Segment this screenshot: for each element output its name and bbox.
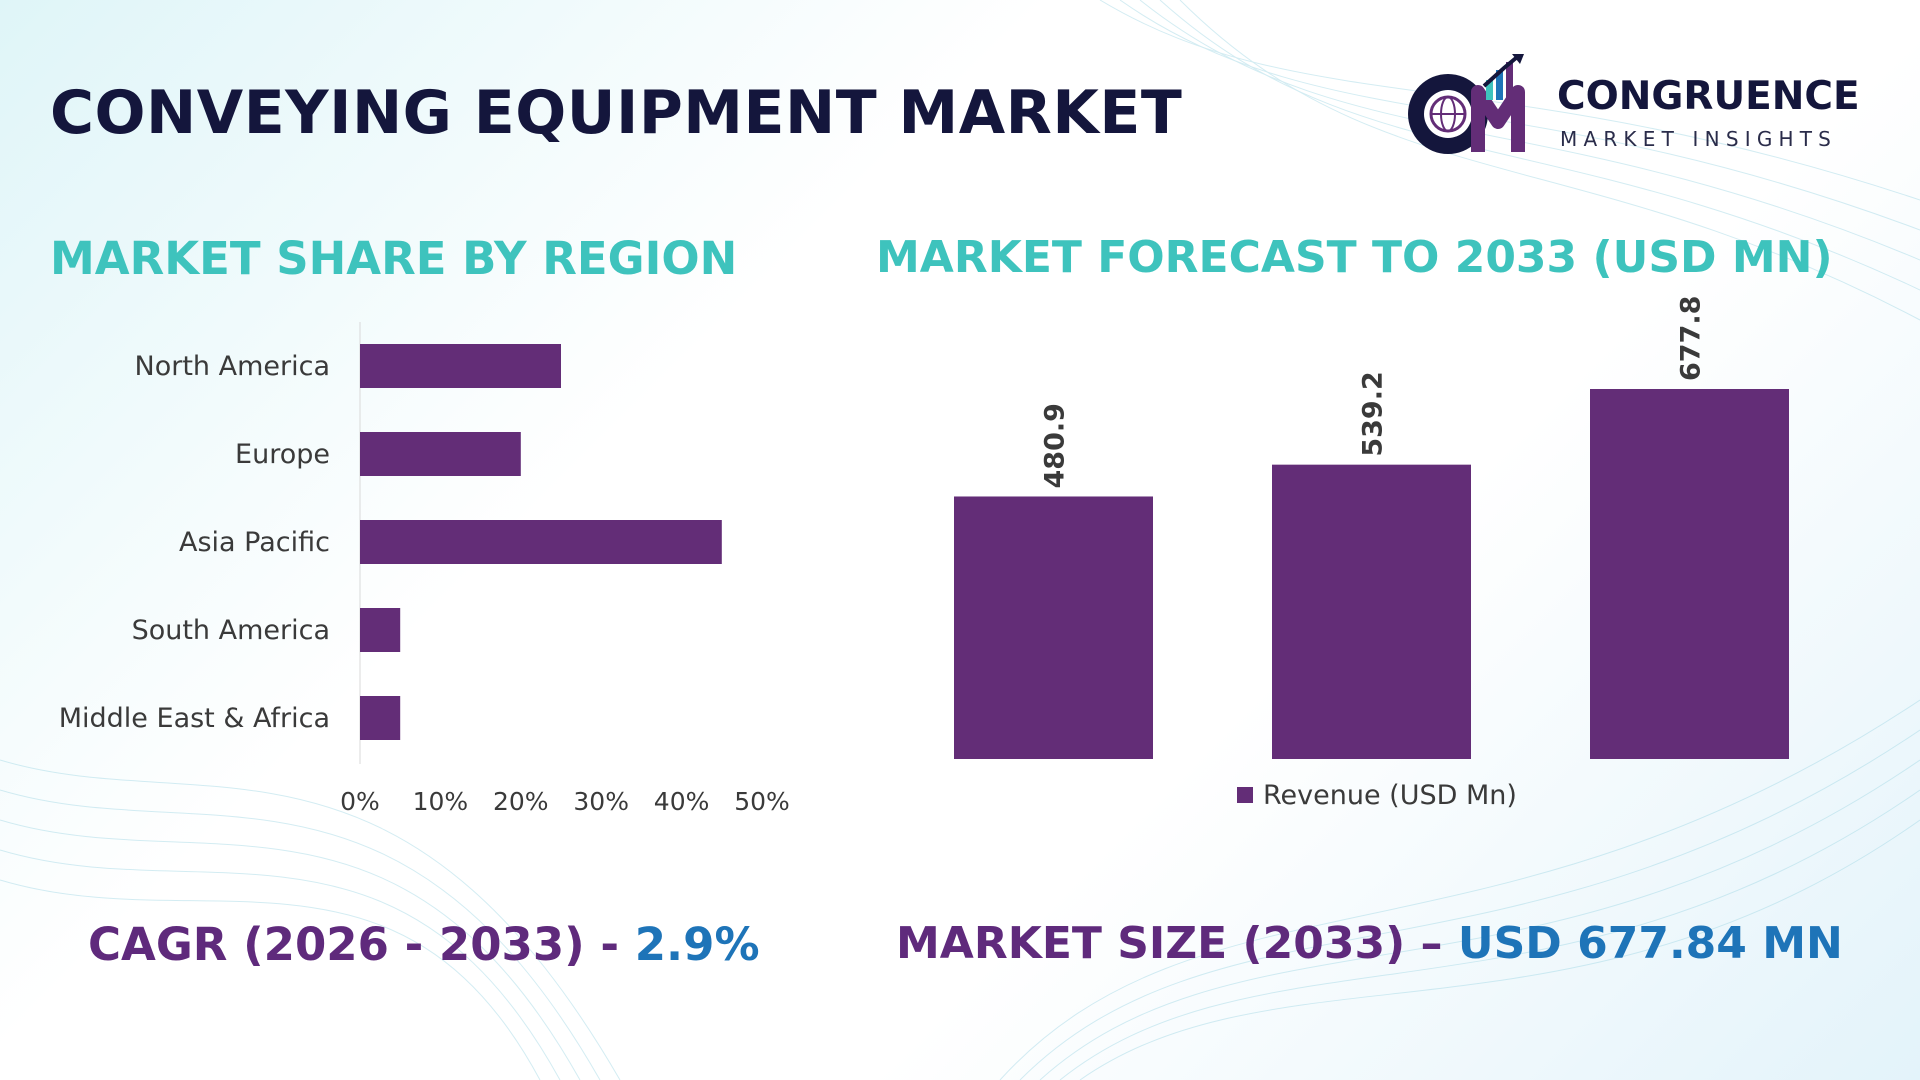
market-size-stat: MARKET SIZE (2033) – USD 677.84 MN bbox=[896, 918, 1843, 969]
region-label: Middle East & Africa bbox=[59, 703, 330, 734]
region-chart-title: MARKET SHARE BY REGION bbox=[50, 232, 738, 285]
x-tick-label: 30% bbox=[573, 787, 629, 816]
region-bar bbox=[360, 520, 722, 564]
region-bar bbox=[360, 608, 401, 652]
x-tick-label: 10% bbox=[413, 787, 469, 816]
logo-name: CONGRUENCE bbox=[1557, 74, 1860, 119]
legend-label: Revenue (USD Mn) bbox=[1263, 779, 1517, 811]
forecast-bar bbox=[1272, 464, 1471, 759]
region-label: Asia Pacific bbox=[179, 527, 330, 558]
region-share-chart: North America Europe Asia Pacific South Ame… bbox=[59, 322, 790, 816]
forecast-bar bbox=[1590, 389, 1789, 759]
x-tick-label: 40% bbox=[654, 787, 710, 816]
cagr-label: CAGR (2026 - 2033) - bbox=[88, 918, 635, 971]
company-logo: CONGRUENCE MARKET INSIGHTS bbox=[1400, 52, 1880, 162]
logo-subtitle: MARKET INSIGHTS bbox=[1560, 127, 1838, 151]
cm-globe-logo-icon bbox=[1408, 54, 1525, 154]
region-label: North America bbox=[135, 351, 330, 382]
cagr-value: 2.9% bbox=[634, 918, 760, 971]
market-size-value: USD 677.84 MN bbox=[1457, 918, 1843, 969]
x-tick-label: 20% bbox=[493, 787, 549, 816]
forecast-chart-title: MARKET FORECAST TO 2033 (USD MN) bbox=[876, 232, 1833, 283]
x-tick-label: 50% bbox=[734, 787, 790, 816]
market-size-label: MARKET SIZE (2033) – bbox=[896, 918, 1458, 969]
forecast-chart: 480.9 539.2 677.8 bbox=[954, 296, 1789, 759]
forecast-data-label: 677.8 bbox=[1676, 296, 1707, 381]
region-bar bbox=[360, 344, 561, 388]
region-label: Europe bbox=[235, 439, 330, 470]
forecast-legend: Revenue (USD Mn) bbox=[1237, 778, 1517, 812]
page-title: CONVEYING EQUIPMENT MARKET bbox=[50, 78, 1183, 148]
forecast-data-label: 480.9 bbox=[1040, 403, 1071, 488]
region-label: South America bbox=[132, 615, 330, 646]
region-bar bbox=[360, 432, 521, 476]
forecast-bar bbox=[954, 496, 1153, 759]
cagr-stat: CAGR (2026 - 2033) - 2.9% bbox=[88, 918, 760, 971]
region-bar bbox=[360, 696, 401, 740]
forecast-data-label: 539.2 bbox=[1358, 371, 1389, 456]
x-tick-label: 0% bbox=[340, 787, 380, 816]
legend-swatch bbox=[1237, 787, 1253, 803]
